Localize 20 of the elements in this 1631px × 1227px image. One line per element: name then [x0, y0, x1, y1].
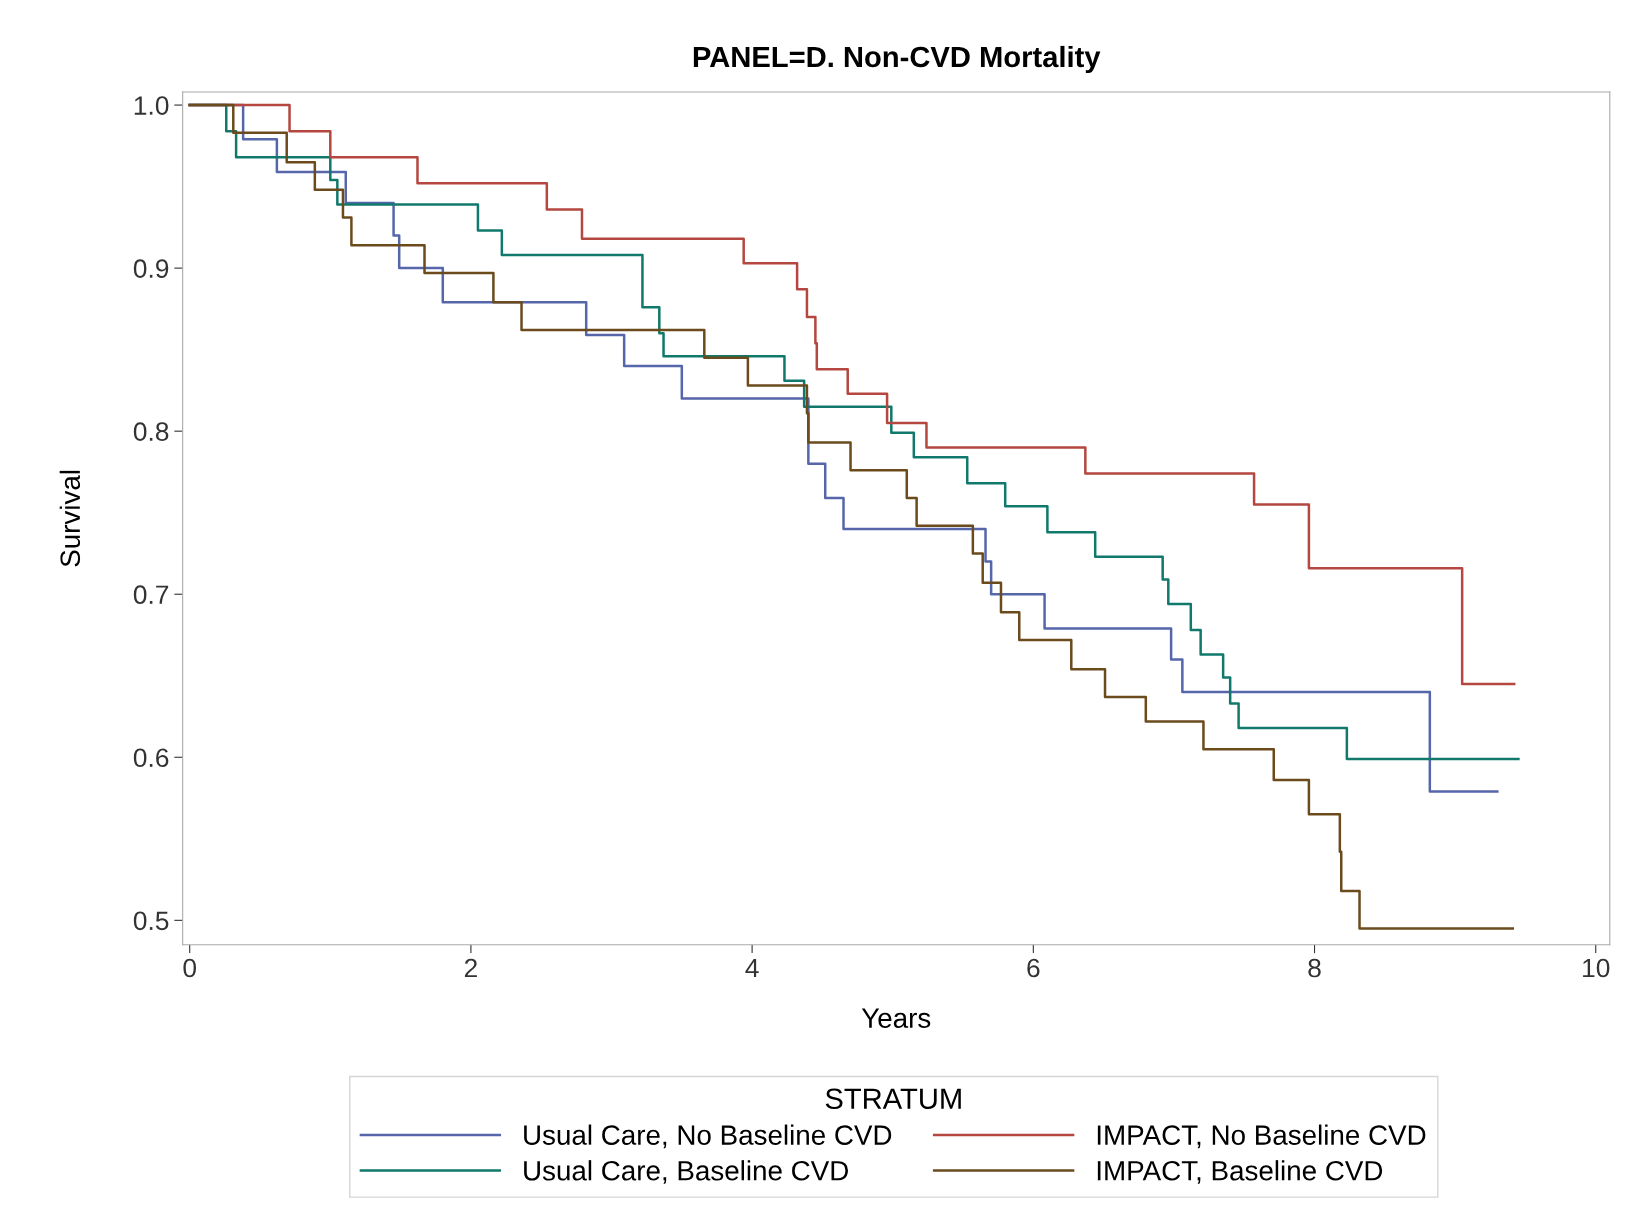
y-tick-label: 0.6 [133, 748, 169, 768]
y-tick-label: 0.7 [133, 585, 169, 605]
legend-title: STRATUM [825, 1088, 961, 1110]
y-tick-label: 0.8 [133, 422, 169, 441]
y-tick-label: 0.5 [133, 911, 169, 931]
x-tick-label: 8 [1308, 958, 1321, 978]
x-tick-label: 6 [1027, 958, 1040, 978]
x-tick-label: 2 [464, 958, 477, 978]
chart-title: PANEL=D. Non-CVD Mortality [693, 45, 1101, 74]
x-tick-label: 0 [183, 958, 197, 978]
x-tick-label: 4 [745, 958, 759, 978]
x-axis-title: Years [861, 1008, 931, 1028]
legend-label: IMPACT, No Baseline CVD [1097, 1124, 1426, 1149]
legend-label: Usual Care, Baseline CVD [524, 1160, 848, 1184]
y-axis-title: Survival [59, 470, 81, 567]
legend-label: IMPACT, Baseline CVD [1097, 1160, 1383, 1184]
x-tick-label: 10 [1583, 958, 1610, 978]
legend-label: Usual Care, No Baseline CVD [524, 1124, 892, 1149]
y-tick-label: 0.9 [133, 259, 169, 278]
y-tick-label: 1.0 [134, 96, 169, 115]
